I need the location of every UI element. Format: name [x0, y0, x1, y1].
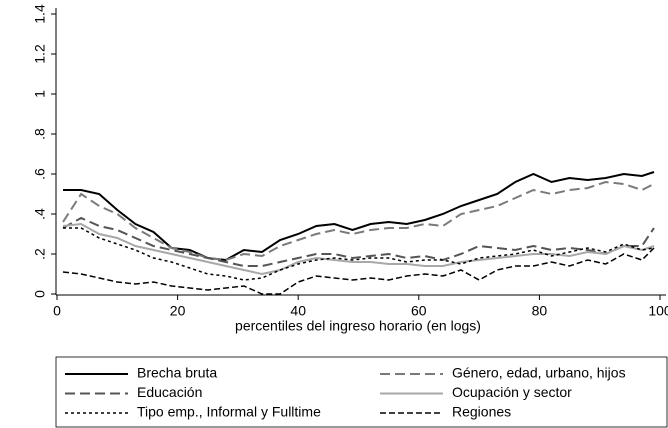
y-tick-label: .2	[32, 248, 48, 260]
legend-box	[55, 356, 668, 428]
series-line	[62, 247, 655, 295]
legend-label: Ocupación y sector	[452, 384, 572, 400]
x-tick-label: 40	[290, 303, 306, 319]
x-tick-label: 80	[532, 303, 548, 319]
x-tick-label: 100	[648, 303, 668, 319]
legend-label: Brecha bruta	[137, 365, 217, 381]
series-line	[63, 227, 655, 281]
x-axis-label: percentiles del ingreso horario (en logs…	[235, 318, 481, 334]
series-line	[63, 171, 655, 262]
y-tick-label: 1	[32, 90, 48, 98]
legend-label: Regiones	[452, 404, 511, 420]
series-line	[62, 180, 655, 262]
legend-label: Género, edad, urbano, hijos	[452, 365, 626, 381]
y-tick-label: 1.4	[32, 4, 48, 24]
x-tick-label: 60	[411, 303, 427, 319]
series-line	[62, 216, 655, 267]
y-tick-label: .8	[32, 128, 48, 140]
x-tick-label: 0	[53, 303, 61, 319]
y-tick-label: .6	[32, 168, 48, 180]
legend-label: Tipo emp., Informal y Fulltime	[137, 404, 321, 420]
series-line	[62, 222, 655, 276]
legend-label: Educación	[137, 384, 202, 400]
y-tick-label: 0	[32, 290, 48, 298]
x-tick-label: 20	[170, 303, 186, 319]
y-tick-label: .4	[32, 208, 48, 220]
y-tick-label: 1.2	[32, 44, 48, 64]
